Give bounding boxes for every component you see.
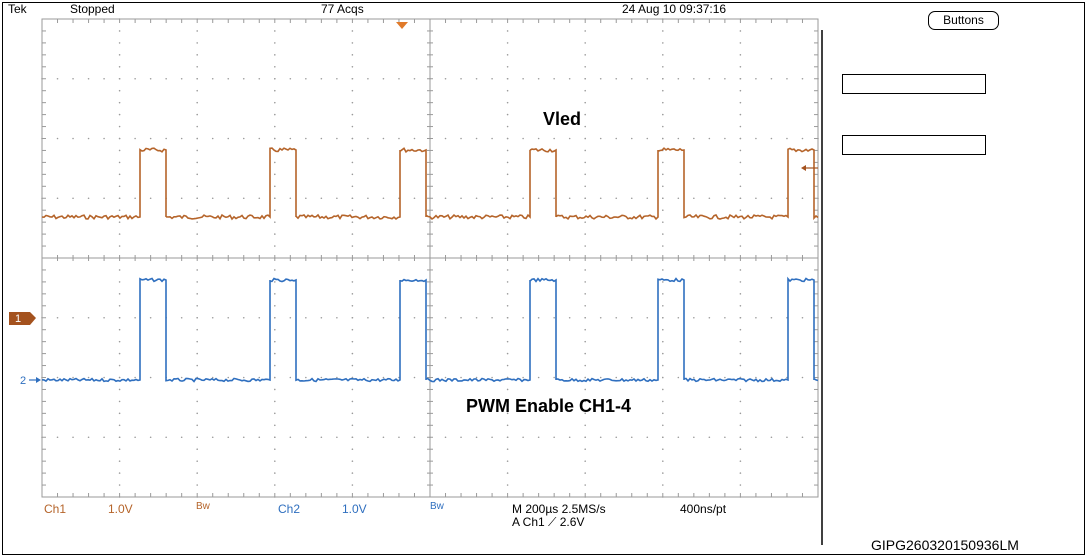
menu-box-1[interactable] [842, 74, 986, 94]
ch2-bandwidth: Bw [430, 501, 444, 512]
brand-label: Tek [8, 2, 27, 16]
ch1-marker-label: 1 [15, 313, 21, 325]
ch1-marker: 1 [9, 312, 36, 325]
ch1-waveform [41, 147, 819, 221]
ch1-name: Ch1 [44, 502, 67, 516]
trigger-level-icon [801, 165, 818, 171]
ch2-marker: 2 [20, 375, 41, 387]
ch2-name: Ch2 [278, 502, 301, 516]
graticule [41, 18, 819, 498]
menu-box-2[interactable] [842, 135, 986, 155]
record-rate: 400ns/pt [680, 502, 727, 516]
buttons-button[interactable]: Buttons [928, 11, 999, 30]
date-time: 24 Aug 10 09:37:16 [622, 2, 727, 16]
ch1-trace-label: Vled [543, 109, 582, 129]
acquisition-status: Stopped [70, 2, 115, 16]
ch1-bandwidth: Bw [196, 501, 210, 512]
acquisition-count: 77 Acqs [321, 2, 364, 16]
ch2-scale: 1.0V [342, 502, 367, 516]
trigger-position-icon [396, 22, 408, 29]
image-code: GIPG260320150936LM [871, 537, 1019, 553]
trace-layer [41, 147, 819, 383]
ch2-waveform [41, 276, 819, 383]
timebase-readout: M 200µs 2.5MS/s [512, 502, 606, 516]
ch2-marker-label: 2 [20, 375, 26, 387]
trigger-readout: A Ch1 ⟋ 2.6V [512, 515, 585, 529]
ch1-scale: 1.0V [108, 502, 133, 516]
ch2-trace-label: PWM Enable CH1-4 [466, 396, 632, 416]
